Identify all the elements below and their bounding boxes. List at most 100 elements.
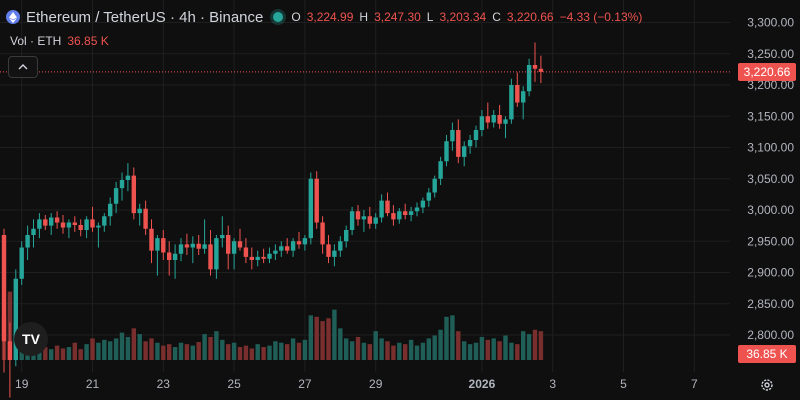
volume-bar (155, 342, 160, 360)
volume-legend[interactable]: Vol · ETH 36.85 K (10, 34, 109, 48)
time-tick-label: 25 (227, 377, 241, 391)
volume-bar (485, 339, 490, 360)
candle-body (361, 216, 367, 220)
candle-body (220, 235, 225, 239)
symbol-title[interactable]: Ethereum / TetherUS · 4h · Binance (26, 8, 264, 26)
collapse-legend-button[interactable] (8, 56, 38, 78)
candle-body (509, 85, 514, 120)
price-tick-label: 2,900.00 (747, 266, 794, 280)
candle-body (397, 211, 402, 220)
volume-bar (467, 344, 473, 360)
candle-body (338, 241, 343, 251)
volume-bar (279, 342, 284, 360)
candle-body (49, 217, 54, 226)
volume-bar (78, 349, 83, 360)
candle-body (113, 188, 119, 204)
price-tick-label: 3,000.00 (747, 203, 794, 217)
price-tick-label: 2,850.00 (747, 297, 794, 311)
close-key: C (492, 10, 501, 24)
candle-body (391, 213, 396, 220)
time-tick-label: 2026 (469, 377, 496, 391)
candle-body (349, 211, 355, 230)
volume-bar (420, 342, 426, 360)
volume-bar (237, 347, 243, 360)
candle-body (208, 244, 213, 270)
candle-body (467, 140, 473, 147)
low-value: 3,203.34 (439, 10, 487, 24)
volume-bar (178, 342, 184, 360)
time-tick-label: 23 (157, 377, 171, 391)
volume-bar (96, 342, 101, 360)
candle-body (385, 200, 390, 214)
volume-bar (491, 338, 496, 360)
candle-body (432, 178, 437, 193)
close-value: 3,220.66 (506, 10, 554, 24)
candle-body (273, 250, 278, 254)
candle-body (444, 141, 449, 162)
volume-bar (538, 331, 544, 360)
volume-value: 36.85 K (67, 34, 109, 48)
tradingview-logo[interactable]: TV (14, 322, 48, 356)
candle-body (538, 68, 544, 72)
candle-body (149, 228, 154, 251)
volume-bar (532, 329, 538, 360)
open-key: O (291, 10, 301, 24)
candle-body (473, 130, 479, 140)
price-tick-label: 2,800.00 (747, 328, 794, 342)
candle-body (526, 65, 532, 92)
candle-body (84, 219, 89, 230)
price-tick-label: 3,100.00 (747, 141, 794, 155)
volume-bar (414, 345, 420, 360)
volume-bar (367, 344, 372, 360)
volume-bar (462, 341, 467, 360)
volume-bar (84, 344, 89, 360)
volume-bar (60, 348, 66, 360)
settings-gear-icon[interactable] (759, 377, 775, 393)
candle-body (108, 203, 113, 217)
candle-body (161, 238, 166, 253)
volume-bar (161, 345, 166, 360)
volume-bar (125, 336, 131, 360)
candle-body (320, 222, 325, 245)
volume-bar (102, 339, 107, 360)
candle-body (367, 216, 372, 224)
volume-bar (296, 342, 302, 360)
candle-body (296, 241, 302, 245)
candle-body (308, 178, 313, 239)
volume-bar (509, 342, 514, 360)
candle-body (408, 211, 414, 215)
high-key: H (359, 10, 369, 24)
candle-body (249, 256, 254, 260)
candle-body (414, 207, 420, 212)
candle-body (532, 65, 538, 69)
volume-bar (361, 342, 367, 360)
candle-body (37, 219, 42, 229)
volume-bar (373, 331, 378, 360)
volume-bar (54, 345, 60, 360)
volume-bar (143, 341, 148, 360)
volume-bar (456, 331, 461, 360)
time-axis[interactable]: 19 21 23 25 27 29 2026 3 5 7 (15, 377, 698, 391)
candle-body (7, 341, 13, 360)
volume-label: Vol · ETH (10, 34, 62, 48)
candle-body (243, 247, 249, 257)
market-status-icon[interactable] (273, 12, 284, 22)
candle-body (231, 241, 237, 254)
candle-body (78, 225, 83, 230)
price-axis[interactable]: 2,800.00 2,850.00 2,900.00 2,950.00 3,000.00… (747, 16, 794, 343)
candle-body (255, 256, 260, 260)
candle-body (19, 247, 24, 279)
volume-bar (131, 328, 136, 360)
volume-bar (149, 338, 154, 360)
volume-bar (90, 338, 95, 360)
volume-bar (432, 335, 437, 360)
volume-bar (261, 347, 266, 360)
candle-body (503, 119, 508, 124)
candle-body (172, 253, 178, 260)
candle-body (31, 228, 36, 235)
volume-bar (302, 339, 308, 360)
volume-bar (226, 344, 231, 360)
candle-body (184, 244, 190, 248)
volume-bar (49, 349, 54, 360)
